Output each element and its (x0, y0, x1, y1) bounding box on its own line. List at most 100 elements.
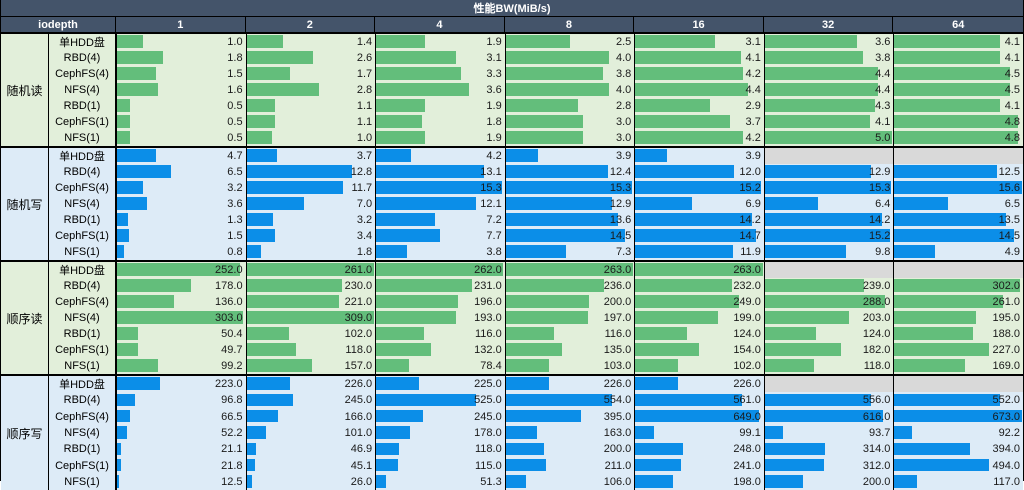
data-cell[interactable]: 92.2 (893, 424, 1023, 442)
data-cell[interactable]: 14.7 (634, 228, 764, 244)
data-cell[interactable]: 3.9 (634, 148, 764, 164)
data-cell[interactable]: 1.5 (116, 66, 246, 82)
data-cell[interactable]: 13.6 (504, 212, 635, 228)
data-cell[interactable]: 14.5 (504, 228, 635, 244)
data-cell[interactable]: 3.9 (504, 148, 635, 164)
data-cell[interactable]: 2.8 (504, 98, 635, 114)
data-cell[interactable]: 102.0 (634, 358, 764, 374)
data-cell[interactable]: 1.5 (116, 228, 246, 244)
data-cell[interactable]: 245.0 (245, 392, 376, 409)
empty-cell[interactable] (893, 262, 1023, 278)
row-label[interactable]: CephFS(1) (49, 114, 116, 130)
row-label[interactable]: RBD(1) (49, 212, 116, 228)
data-cell[interactable]: 3.8 (375, 244, 505, 260)
data-cell[interactable]: 3.8 (763, 50, 894, 66)
row-label[interactable]: RBD(4) (49, 50, 116, 66)
data-cell[interactable]: 203.0 (763, 310, 894, 326)
data-cell[interactable]: 395.0 (504, 408, 635, 425)
data-cell[interactable]: 221.0 (245, 294, 376, 310)
data-cell[interactable]: 132.0 (375, 342, 505, 358)
data-cell[interactable]: 1.4 (245, 34, 376, 50)
data-cell[interactable]: 198.0 (634, 473, 764, 490)
data-cell[interactable]: 226.0 (504, 376, 635, 393)
group-label[interactable]: 顺序读 (1, 262, 49, 374)
data-cell[interactable]: 0.5 (116, 98, 246, 114)
data-cell[interactable]: 12.4 (504, 164, 635, 180)
data-cell[interactable]: 1.7 (245, 66, 376, 82)
row-label[interactable]: 单HDD盘 (49, 262, 116, 278)
data-cell[interactable]: 103.0 (504, 358, 635, 374)
data-cell[interactable]: 4.5 (893, 66, 1023, 82)
data-cell[interactable]: 7.7 (375, 228, 505, 244)
data-cell[interactable]: 649.0 (634, 408, 764, 425)
row-label[interactable]: CephFS(4) (49, 66, 116, 82)
data-cell[interactable]: 15.3 (763, 180, 894, 196)
data-cell[interactable]: 525.0 (375, 392, 505, 409)
data-cell[interactable]: 673.0 (893, 408, 1023, 425)
data-cell[interactable]: 225.0 (375, 376, 505, 393)
data-cell[interactable]: 12.9 (504, 196, 635, 212)
data-cell[interactable]: 261.0 (893, 294, 1023, 310)
row-label[interactable]: NFS(4) (49, 196, 116, 212)
data-cell[interactable]: 4.1 (893, 34, 1023, 50)
data-cell[interactable]: 14.2 (763, 212, 894, 228)
data-cell[interactable]: 178.0 (375, 424, 505, 442)
data-cell[interactable]: 0.5 (116, 114, 246, 130)
data-cell[interactable]: 78.4 (375, 358, 505, 374)
row-label[interactable]: NFS(1) (49, 358, 116, 374)
data-cell[interactable]: 288.0 (763, 294, 894, 310)
data-cell[interactable]: 4.0 (504, 50, 635, 66)
data-cell[interactable]: 12.8 (245, 164, 376, 180)
data-cell[interactable]: 3.8 (504, 66, 635, 82)
data-cell[interactable]: 106.0 (504, 473, 635, 490)
data-cell[interactable]: 552.0 (893, 392, 1023, 409)
data-cell[interactable]: 561.0 (634, 392, 764, 409)
data-cell[interactable]: 15.2 (763, 228, 894, 244)
row-label[interactable]: NFS(4) (49, 310, 116, 326)
column-header-32[interactable]: 32 (764, 17, 894, 32)
data-cell[interactable]: 178.0 (116, 278, 246, 294)
row-label[interactable]: RBD(4) (49, 164, 116, 180)
data-cell[interactable]: 14.5 (893, 228, 1023, 244)
row-label[interactable]: CephFS(4) (49, 294, 116, 310)
data-cell[interactable]: 7.3 (504, 244, 635, 260)
empty-cell[interactable] (763, 148, 894, 164)
data-cell[interactable]: 239.0 (763, 278, 894, 294)
data-cell[interactable]: 6.5 (116, 164, 246, 180)
data-cell[interactable]: 12.1 (375, 196, 505, 212)
data-cell[interactable]: 116.0 (375, 326, 505, 342)
data-cell[interactable]: 4.0 (504, 82, 635, 98)
data-cell[interactable]: 46.9 (245, 441, 376, 458)
data-cell[interactable]: 135.0 (504, 342, 635, 358)
data-cell[interactable]: 7.0 (245, 196, 376, 212)
data-cell[interactable]: 1.8 (375, 114, 505, 130)
data-cell[interactable]: 226.0 (245, 376, 376, 393)
data-cell[interactable]: 211.0 (504, 457, 635, 474)
data-cell[interactable]: 4.2 (634, 130, 764, 146)
data-cell[interactable]: 15.6 (893, 180, 1023, 196)
data-cell[interactable]: 124.0 (763, 326, 894, 342)
data-cell[interactable]: 394.0 (893, 441, 1023, 458)
data-cell[interactable]: 1.6 (116, 82, 246, 98)
data-cell[interactable]: 118.0 (375, 441, 505, 458)
data-cell[interactable]: 252.0 (116, 262, 246, 278)
data-cell[interactable]: 616.0 (763, 408, 894, 425)
data-cell[interactable]: 15.3 (375, 180, 505, 196)
data-cell[interactable]: 0.8 (116, 244, 246, 260)
column-header-2[interactable]: 2 (246, 17, 376, 32)
data-cell[interactable]: 231.0 (375, 278, 505, 294)
data-cell[interactable]: 99.2 (116, 358, 246, 374)
data-cell[interactable]: 13.5 (893, 212, 1023, 228)
data-cell[interactable]: 223.0 (116, 376, 246, 393)
data-cell[interactable]: 3.2 (245, 212, 376, 228)
data-cell[interactable]: 3.7 (634, 114, 764, 130)
data-cell[interactable]: 116.0 (504, 326, 635, 342)
data-cell[interactable]: 3.3 (375, 66, 505, 82)
data-cell[interactable]: 195.0 (893, 310, 1023, 326)
data-cell[interactable]: 102.0 (245, 326, 376, 342)
row-label[interactable]: CephFS(4) (49, 408, 116, 425)
data-cell[interactable]: 3.6 (763, 34, 894, 50)
data-cell[interactable]: 4.4 (634, 82, 764, 98)
data-cell[interactable]: 4.9 (893, 244, 1023, 260)
data-cell[interactable]: 199.0 (634, 310, 764, 326)
